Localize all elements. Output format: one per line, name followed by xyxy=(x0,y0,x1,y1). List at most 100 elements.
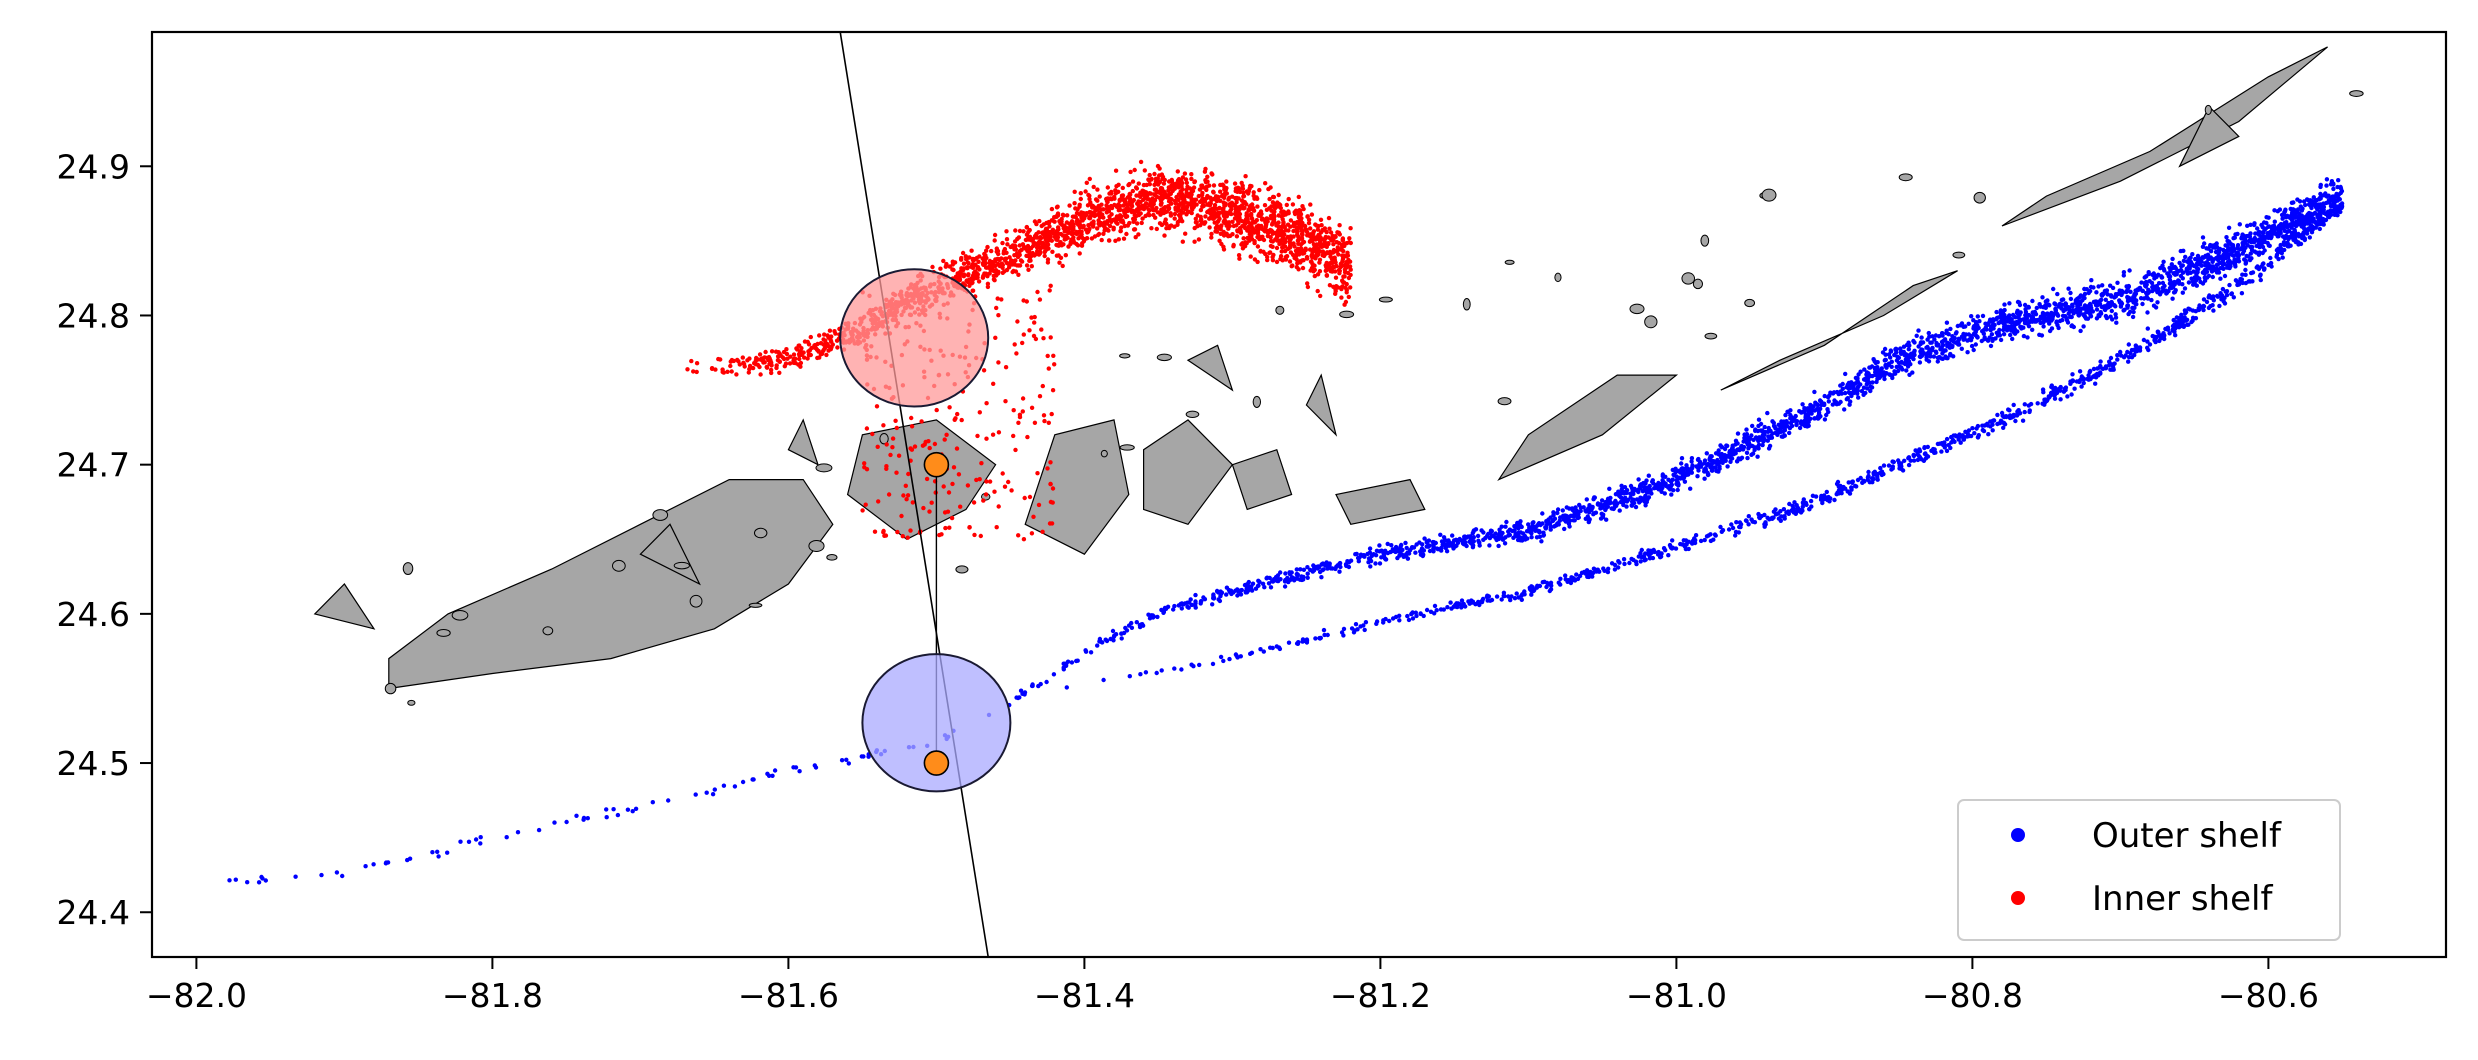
outer-shelf-point xyxy=(2196,261,2202,267)
outer-shelf-point xyxy=(2068,296,2074,302)
outer-shelf-point xyxy=(1812,416,1817,421)
inner-shelf-point xyxy=(1326,215,1332,221)
outer-shelf-point xyxy=(1762,524,1767,529)
outer-shelf-point xyxy=(1974,325,1980,331)
outer-shelf-point xyxy=(2128,289,2133,294)
outer-shelf-point xyxy=(2056,325,2061,331)
outer-shelf-point xyxy=(2002,302,2007,307)
outer-shelf-point xyxy=(2180,282,2185,287)
islet xyxy=(879,432,889,445)
outer-shelf-point xyxy=(1657,487,1663,492)
outer-shelf-point xyxy=(1856,384,1861,390)
outer-shelf-point xyxy=(1847,390,1853,396)
outer-shelf-point xyxy=(2257,273,2263,278)
outer-shelf-point xyxy=(260,876,265,881)
outer-shelf-point xyxy=(1397,553,1402,558)
scatter-points xyxy=(227,159,2345,885)
outer-shelf-point xyxy=(1451,604,1457,609)
outer-shelf-point xyxy=(1642,499,1648,504)
outer-shelf-point xyxy=(2086,373,2091,378)
outer-shelf-point xyxy=(2185,271,2190,276)
outer-shelf-point xyxy=(1734,520,1739,525)
outer-shelf-point xyxy=(2194,270,2199,275)
outer-shelf-point xyxy=(2318,184,2323,190)
outer-shelf-point xyxy=(1931,354,1937,359)
outer-shelf-point xyxy=(1650,478,1656,483)
outer-shelf-point xyxy=(1899,365,1904,370)
inner-shelf-point xyxy=(959,257,964,262)
outer-shelf-point xyxy=(2141,296,2147,301)
outer-shelf-point xyxy=(2232,257,2237,262)
outer-shelf-point xyxy=(1922,445,1927,450)
outer-shelf-point xyxy=(2017,318,2023,323)
outer-shelf-point xyxy=(1404,554,1409,559)
islet xyxy=(689,594,703,608)
outer-shelf-point xyxy=(1696,456,1701,462)
outer-shelf-point xyxy=(1882,346,1888,352)
outer-shelf-point xyxy=(1317,635,1322,641)
inner-shelf-point xyxy=(1038,235,1043,240)
outer-shelf-point xyxy=(1424,607,1430,613)
outer-shelf-point xyxy=(2258,277,2263,283)
outer-shelf-point xyxy=(1686,546,1691,552)
outer-shelf-point xyxy=(1725,464,1730,469)
outer-shelf-point xyxy=(1879,366,1885,371)
outer-shelf-point xyxy=(1337,569,1342,574)
outer-shelf-point xyxy=(1812,389,1817,395)
outer-shelf-point xyxy=(1652,549,1657,555)
outer-shelf-point xyxy=(1124,628,1130,633)
outer-shelf-point xyxy=(1752,445,1758,450)
outer-shelf-point xyxy=(2066,305,2071,310)
outer-shelf-point xyxy=(1709,461,1715,466)
outer-shelf-point xyxy=(1242,582,1248,588)
inner-shelf-point xyxy=(1139,220,1144,226)
outer-shelf-point xyxy=(2200,281,2206,286)
outer-shelf-point xyxy=(1856,395,1861,400)
outer-shelf-point xyxy=(2108,367,2113,372)
outer-shelf-point xyxy=(1875,376,1880,382)
inner-shelf-point xyxy=(1077,202,1082,207)
outer-shelf-point xyxy=(1439,548,1444,553)
outer-shelf-point xyxy=(2328,182,2334,187)
inner-shelf-point xyxy=(1121,236,1127,241)
outer-shelf-point xyxy=(1617,493,1622,499)
outer-shelf-point xyxy=(1285,575,1290,581)
outer-shelf-point xyxy=(2210,274,2215,280)
outer-shelf-point xyxy=(1802,406,1807,411)
outer-shelf-point xyxy=(1599,498,1605,503)
outer-shelf-point xyxy=(1758,428,1763,433)
outer-shelf-point xyxy=(1514,591,1519,596)
outer-shelf-point xyxy=(2081,312,2086,317)
outer-shelf-point xyxy=(2242,257,2247,262)
outer-shelf-point xyxy=(2110,285,2116,291)
outer-shelf-point xyxy=(2098,310,2103,315)
outer-shelf-point xyxy=(2103,313,2109,319)
outer-shelf-point xyxy=(1377,561,1383,566)
outer-shelf-point xyxy=(2210,303,2215,308)
outer-shelf-point xyxy=(1855,378,1860,383)
outer-shelf-point xyxy=(1507,532,1512,538)
outer-shelf-point xyxy=(2076,299,2081,304)
outer-shelf-point xyxy=(1432,611,1437,616)
outer-shelf-point xyxy=(1267,575,1273,581)
inner-shelf-point xyxy=(1252,240,1257,246)
outer-shelf-point xyxy=(1971,318,1976,323)
inner-shelf-point xyxy=(1341,248,1346,254)
outer-shelf-point xyxy=(2300,235,2305,241)
outer-shelf-point xyxy=(1500,530,1505,536)
outer-shelf-point xyxy=(2114,320,2119,325)
inner-shelf-point xyxy=(1065,213,1070,218)
outer-shelf-point xyxy=(1669,492,1674,497)
outer-shelf-point xyxy=(1896,458,1901,463)
outer-shelf-point xyxy=(383,861,389,866)
outer-shelf-point xyxy=(1808,404,1814,410)
outer-shelf-point xyxy=(2126,342,2131,347)
outer-shelf-point xyxy=(1745,455,1750,461)
outer-shelf-point xyxy=(1549,583,1554,588)
outer-shelf-point xyxy=(2216,250,2222,255)
outer-shelf-point xyxy=(2034,305,2040,311)
outer-shelf-point xyxy=(1725,443,1730,449)
outer-shelf-point xyxy=(1669,482,1675,487)
outer-shelf-point xyxy=(1667,487,1673,492)
outer-shelf-point xyxy=(2126,355,2132,360)
